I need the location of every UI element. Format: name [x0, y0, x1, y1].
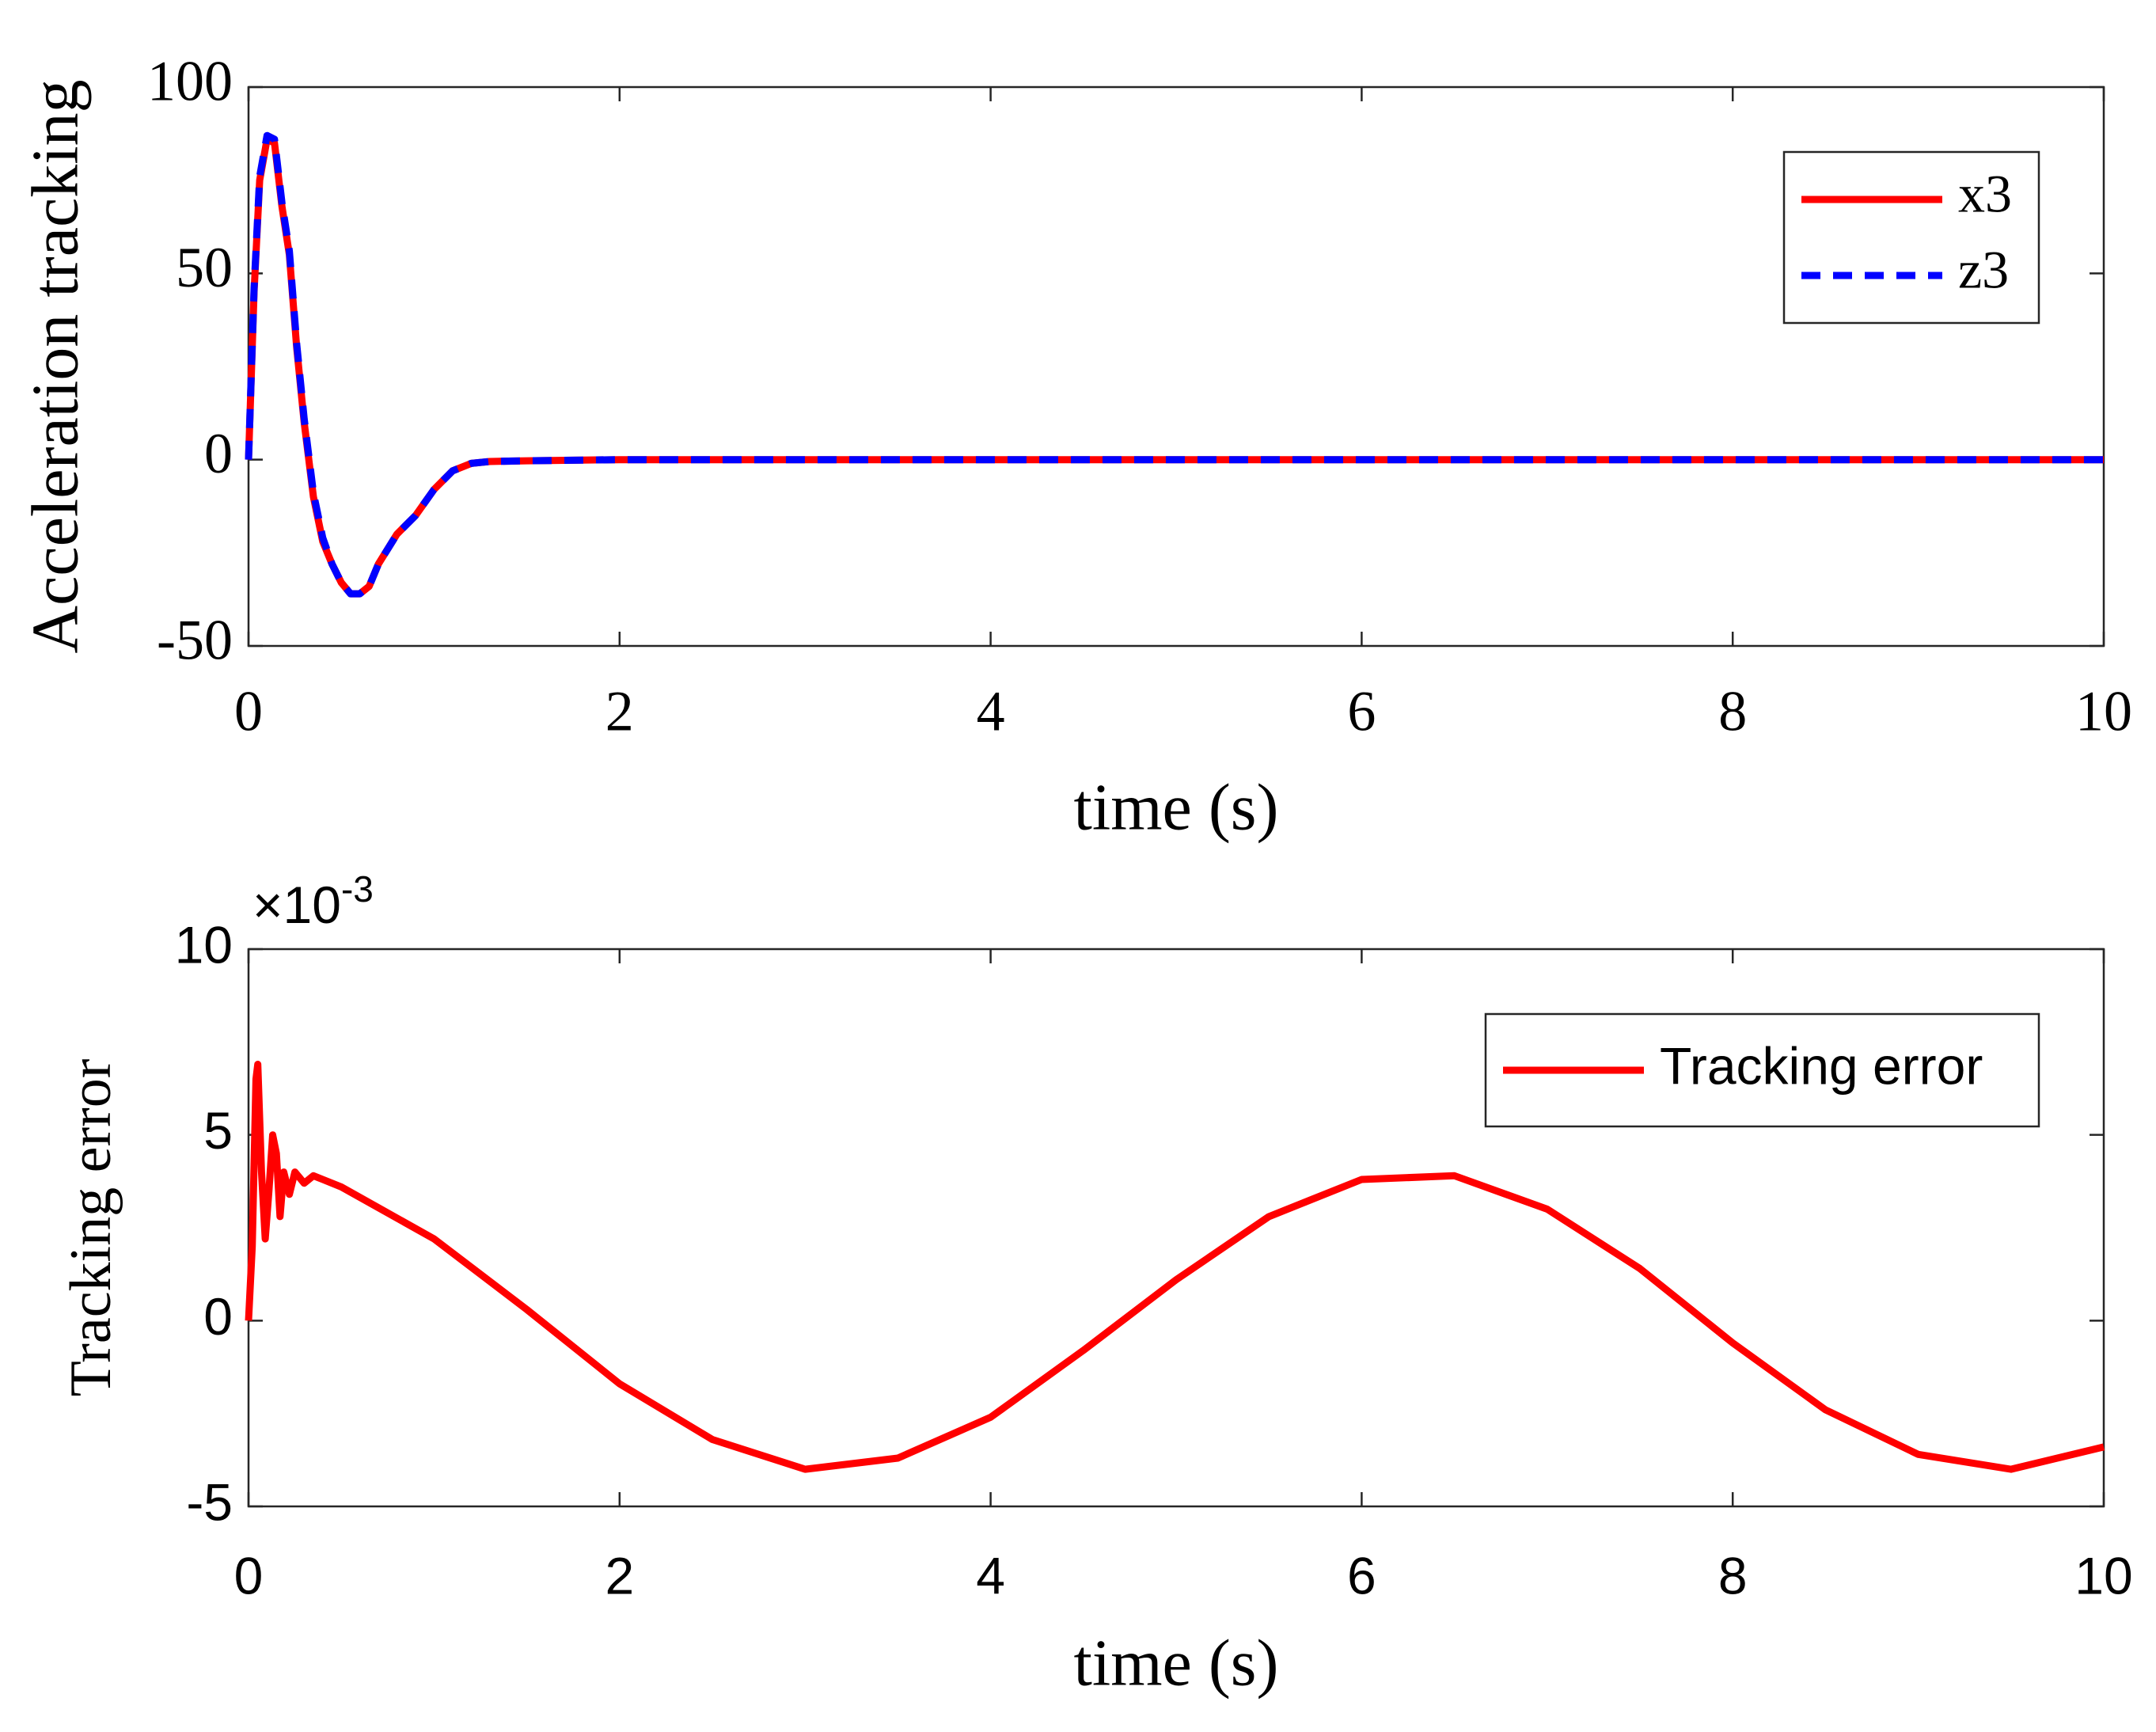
series-line [245, 1061, 2105, 1473]
legend-box [1782, 150, 2040, 325]
x-tick-label: 2 [605, 680, 634, 743]
x-tick-label: 6 [1347, 1546, 1376, 1605]
x-axis-label: time (s) [1074, 1626, 1279, 1700]
y-multiplier: ×10-3 [252, 868, 374, 934]
series-line [245, 131, 2104, 598]
x-tick-label: 0 [234, 1546, 264, 1605]
y-tick-label: 50 [176, 236, 233, 299]
legend-label: z3 [1958, 240, 2009, 300]
x-tick-label: 4 [976, 1546, 1005, 1605]
y-tick-label: 10 [175, 915, 233, 974]
x-axis-label: time (s) [1074, 770, 1279, 844]
y-multiplier-exponent: -3 [341, 868, 374, 910]
y-multiplier-base: ×10 [252, 875, 341, 934]
x-tick-label: 8 [1718, 1546, 1748, 1605]
x-tick-label: 0 [234, 680, 263, 743]
x-tick-label: 10 [2075, 680, 2132, 743]
x-tick-label: 8 [1718, 680, 1747, 743]
x-tick-label: 10 [2074, 1546, 2132, 1605]
y-tick-label: 0 [203, 1287, 233, 1346]
y-axis-label: Acceleration tracking [18, 79, 92, 653]
y-axis-label: Tracking error [59, 1059, 123, 1397]
y-tick-label: 0 [204, 422, 233, 485]
x-tick-label: 4 [977, 680, 1005, 743]
y-tick-label: -5 [186, 1472, 233, 1531]
y-tick-label: 5 [203, 1101, 233, 1160]
y-tick-label: -50 [157, 609, 233, 672]
x-tick-label: 2 [605, 1546, 634, 1605]
y-tick-label: 100 [147, 50, 233, 113]
x-tick-label: 6 [1347, 680, 1376, 743]
legend-label: x3 [1958, 164, 2012, 224]
legend-label: Tracking error [1660, 1036, 1983, 1095]
